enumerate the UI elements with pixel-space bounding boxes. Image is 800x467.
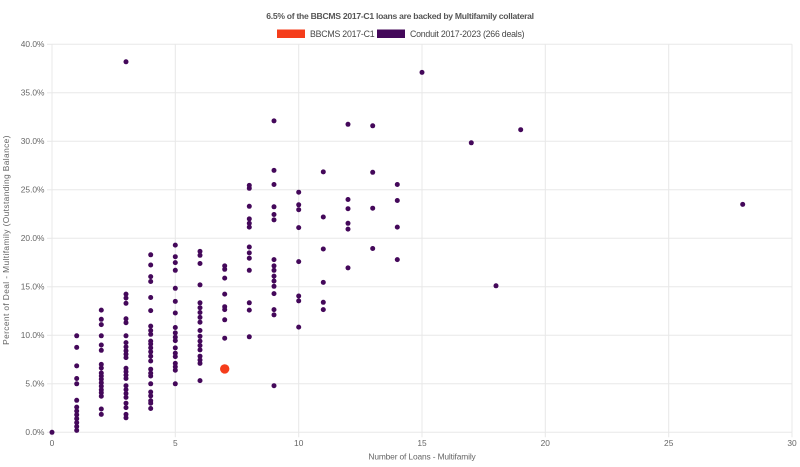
svg-text:BBCMS 2017-C1: BBCMS 2017-C1 [310,29,375,39]
svg-text:40.0%: 40.0% [21,39,45,49]
svg-text:35.0%: 35.0% [21,88,45,98]
svg-text:5: 5 [173,438,178,448]
svg-text:25: 25 [664,438,674,448]
svg-text:0: 0 [50,438,55,448]
svg-text:6.5% of the BBCMS 2017-C1 loan: 6.5% of the BBCMS 2017-C1 loans are back… [266,11,534,21]
svg-text:15.0%: 15.0% [21,282,45,292]
svg-text:10: 10 [294,438,304,448]
svg-text:20: 20 [541,438,551,448]
svg-text:5.0%: 5.0% [25,379,45,389]
svg-text:10.0%: 10.0% [21,330,45,340]
svg-text:0.0%: 0.0% [25,427,45,437]
svg-text:Conduit 2017-2023 (266 deals): Conduit 2017-2023 (266 deals) [410,29,525,39]
svg-text:20.0%: 20.0% [21,233,45,243]
svg-text:Percent of Deal - Multifamily: Percent of Deal - Multifamily (Outstandi… [1,135,11,345]
svg-text:30: 30 [787,438,797,448]
svg-text:Number of Loans - Multifamily: Number of Loans - Multifamily [368,452,476,462]
svg-text:30.0%: 30.0% [21,136,45,146]
svg-text:25.0%: 25.0% [21,185,45,195]
svg-text:15: 15 [417,438,427,448]
